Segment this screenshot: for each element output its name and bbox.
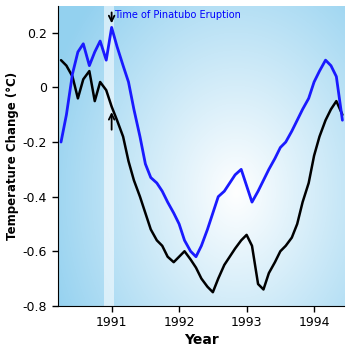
Bar [104,6,114,306]
Text: Time of Pinatubo Eruption: Time of Pinatubo Eruption [114,10,241,20]
Y-axis label: Temperature Change (°C): Temperature Change (°C) [6,72,19,240]
X-axis label: Year: Year [184,334,218,347]
